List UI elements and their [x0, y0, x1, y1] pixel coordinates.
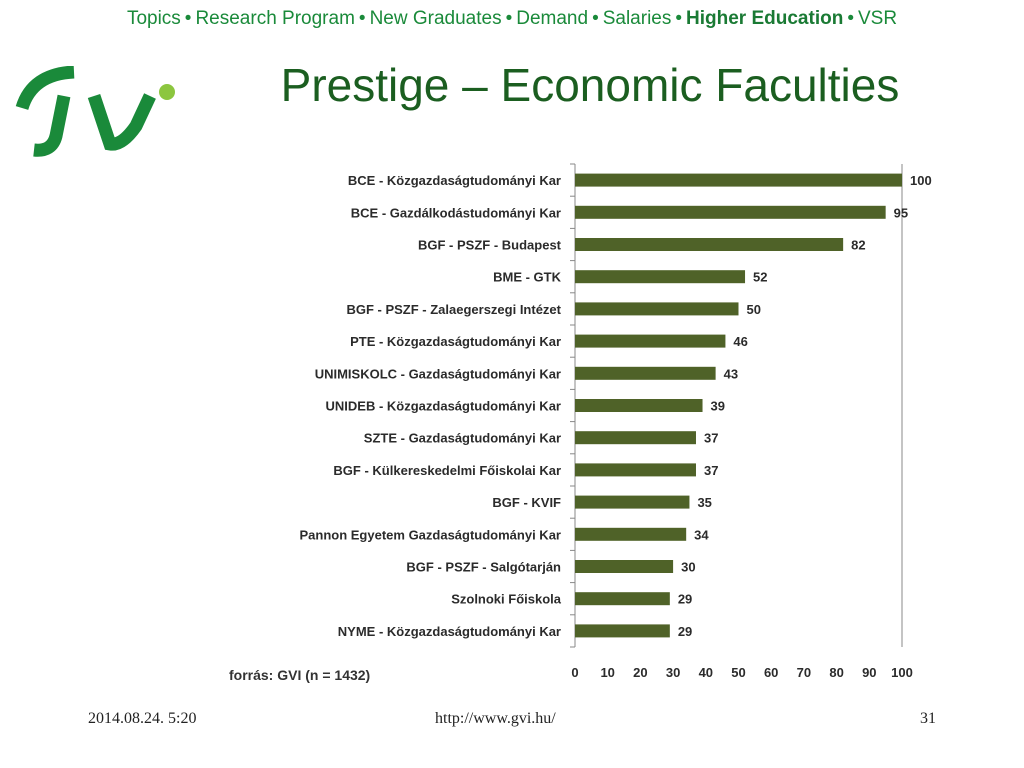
data-label: 82: [851, 238, 865, 253]
nav-item-salaries[interactable]: Salaries: [602, 8, 672, 29]
nav-separator: •: [505, 8, 513, 29]
bar: [575, 366, 716, 380]
bar: [575, 399, 703, 412]
nav-item-new-graduates[interactable]: New Graduates: [369, 8, 502, 29]
bar: [575, 334, 726, 348]
logo-v-stroke: [87, 93, 156, 151]
x-tick-label: 40: [699, 665, 713, 680]
x-tick-label: 90: [862, 665, 876, 680]
data-label: 100: [910, 173, 932, 188]
category-label: Szolnoki Főiskola: [451, 592, 562, 607]
data-label: 30: [681, 560, 695, 575]
footer-date: 2014.08.24. 5:20: [88, 710, 197, 727]
x-tick-label: 60: [764, 665, 778, 680]
category-label: BGF - PSZF - Budapest: [418, 238, 562, 253]
nav-item-demand[interactable]: Demand: [516, 8, 589, 29]
data-label: 37: [704, 463, 718, 478]
data-label: 29: [678, 624, 692, 639]
nav-item-topics[interactable]: Topics: [126, 8, 181, 29]
bar: [575, 238, 844, 251]
category-label: BGF - Külkereskedelmi Főiskolai Kar: [333, 463, 561, 478]
bar: [575, 173, 902, 187]
x-tick-label: 10: [600, 665, 614, 680]
data-label: 52: [753, 270, 767, 285]
nav-separator: •: [184, 8, 192, 29]
data-label: 29: [678, 592, 692, 607]
x-tick-label: 70: [797, 665, 811, 680]
x-tick-label: 50: [731, 665, 745, 680]
data-label: 95: [894, 205, 908, 220]
category-label: Pannon Egyetem Gazdaságtudományi Kar: [299, 527, 561, 542]
nav-item-research-program[interactable]: Research Program: [195, 8, 355, 29]
bar: [575, 527, 687, 541]
bar: [575, 592, 670, 606]
bar: [575, 270, 746, 284]
data-label: 35: [697, 495, 711, 510]
top-navigation: Topics • Research Program • New Graduates • De…: [0, 8, 1024, 30]
logo-dot: [159, 84, 175, 100]
x-tick-label: 0: [571, 665, 578, 680]
data-label: 46: [733, 334, 747, 349]
data-label: 37: [704, 431, 718, 446]
gvi-logo: [15, 66, 175, 157]
x-tick-label: 100: [891, 665, 913, 680]
bar: [575, 302, 739, 316]
data-label: 43: [724, 366, 738, 381]
logo-arc: [15, 66, 75, 111]
x-tick-label: 20: [633, 665, 647, 680]
nav-item-higher-education[interactable]: Higher Education: [686, 8, 844, 29]
category-label: BGF - KVIF: [492, 495, 561, 510]
data-label: 34: [694, 527, 709, 542]
bar: [575, 495, 690, 509]
bar: [575, 560, 674, 573]
footer-page-number: 31: [920, 710, 936, 727]
nav-separator: •: [675, 8, 683, 29]
category-label: BGF - PSZF - Zalaegerszegi Intézet: [346, 302, 561, 317]
nav-separator: •: [847, 8, 854, 29]
bar: [575, 431, 696, 445]
category-label: BME - GTK: [493, 270, 561, 285]
nav-separator: •: [592, 8, 599, 29]
nav-separator: •: [358, 8, 366, 29]
bar: [575, 624, 670, 638]
category-label: UNIDEB - Közgazdaságtudományi Kar: [326, 399, 561, 414]
footer-url[interactable]: http://www.gvi.hu/: [435, 710, 556, 727]
category-label: UNIMISKOLC - Gazdaságtudományi Kar: [315, 366, 561, 381]
bar: [575, 205, 886, 219]
data-label: 39: [711, 399, 725, 414]
category-label: NYME - Közgazdaságtudományi Kar: [338, 624, 561, 639]
category-label: SZTE - Gazdaságtudományi Kar: [364, 431, 561, 446]
x-tick-label: 80: [829, 665, 843, 680]
category-label: BGF - PSZF - Salgótarján: [406, 560, 561, 575]
slide-title: Prestige – Economic Faculties: [280, 59, 900, 111]
category-label: BCE - Közgazdaságtudományi Kar: [348, 173, 561, 188]
nav-item-vsr[interactable]: VSR: [857, 8, 898, 29]
bar: [575, 463, 696, 477]
category-label: PTE - Közgazdaságtudományi Kar: [350, 334, 561, 349]
x-tick-label: 30: [666, 665, 680, 680]
category-label: BCE - Gazdálkodástudományi Kar: [351, 205, 561, 220]
logo-g-stroke: [33, 94, 71, 157]
chart-source-note: forrás: GVI (n = 1432): [229, 667, 371, 683]
data-label: 50: [747, 302, 761, 317]
